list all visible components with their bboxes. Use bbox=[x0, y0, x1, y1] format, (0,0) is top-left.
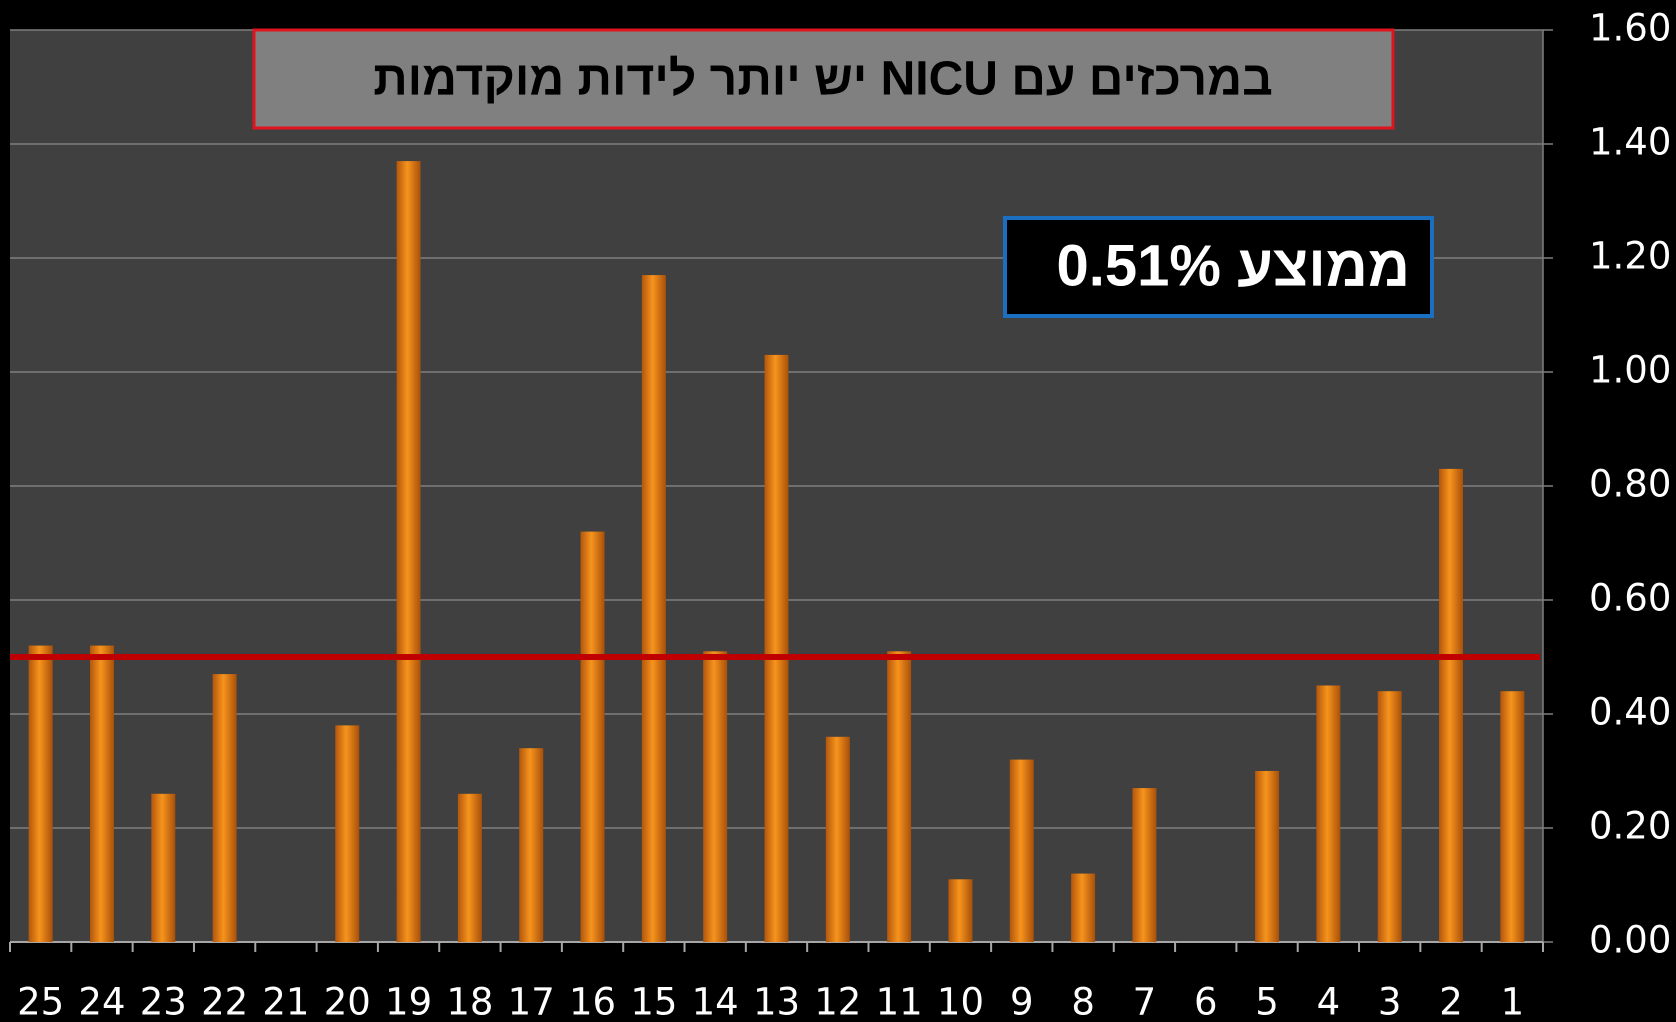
bar bbox=[1439, 468, 1464, 942]
x-tick-label: 21 bbox=[262, 981, 309, 1022]
x-tick-label: 5 bbox=[1255, 981, 1279, 1022]
bar bbox=[151, 793, 176, 942]
bar bbox=[1377, 691, 1402, 942]
bar bbox=[1316, 685, 1341, 942]
average-box bbox=[1003, 216, 1434, 318]
y-tick-label: 1.40 bbox=[1589, 121, 1671, 164]
y-tick-label: 1.20 bbox=[1589, 235, 1671, 278]
x-tick-label: 25 bbox=[17, 981, 64, 1022]
x-tick-label: 10 bbox=[937, 981, 984, 1022]
x-tick-label: 15 bbox=[630, 981, 677, 1022]
x-tick-label: 14 bbox=[692, 981, 739, 1022]
x-tick-label: 23 bbox=[140, 981, 187, 1022]
bar bbox=[1009, 759, 1034, 942]
x-tick-label: 24 bbox=[78, 981, 125, 1022]
x-tick-label: 1 bbox=[1501, 981, 1525, 1022]
x-tick-label: 3 bbox=[1378, 981, 1402, 1022]
average-label: ממוצע 0.51% bbox=[1057, 233, 1410, 298]
x-tick-label: 20 bbox=[324, 981, 371, 1022]
bar bbox=[703, 651, 728, 942]
x-tick-label: 4 bbox=[1317, 981, 1341, 1022]
bar bbox=[335, 725, 360, 942]
y-tick-label: 0.40 bbox=[1589, 691, 1671, 734]
x-tick-label: 17 bbox=[508, 981, 555, 1022]
bar bbox=[396, 161, 421, 943]
x-tick-label: 7 bbox=[1133, 981, 1157, 1022]
bar bbox=[1071, 873, 1096, 942]
x-tick-label: 16 bbox=[569, 981, 616, 1022]
chart-title: במרכזים עם NICU יש יותר לידות מוקדמות bbox=[373, 53, 1273, 106]
x-tick-label: 9 bbox=[1010, 981, 1034, 1022]
y-tick-label: 0.20 bbox=[1589, 805, 1671, 848]
bar bbox=[519, 748, 544, 942]
x-tick-label: 22 bbox=[201, 981, 248, 1022]
x-tick-label: 11 bbox=[876, 981, 923, 1022]
bar bbox=[28, 645, 53, 942]
y-tick-label: 0.60 bbox=[1589, 577, 1671, 620]
x-tick-label: 18 bbox=[446, 981, 493, 1022]
x-tick-label: 6 bbox=[1194, 981, 1218, 1022]
bar bbox=[457, 793, 482, 942]
bar bbox=[641, 275, 666, 943]
y-tick-label: 1.00 bbox=[1589, 349, 1671, 392]
bar bbox=[1132, 788, 1157, 942]
bar bbox=[887, 651, 912, 942]
bar bbox=[825, 736, 850, 942]
bar bbox=[580, 531, 605, 942]
title-box bbox=[252, 28, 1395, 130]
x-tick-label: 12 bbox=[814, 981, 861, 1022]
bar bbox=[212, 674, 237, 942]
bar bbox=[89, 645, 114, 942]
y-tick-label: 1.60 bbox=[1589, 7, 1671, 50]
x-tick-label: 19 bbox=[385, 981, 432, 1022]
x-tick-label: 2 bbox=[1439, 981, 1463, 1022]
bar bbox=[1500, 691, 1525, 942]
x-tick-label: 13 bbox=[753, 981, 800, 1022]
bar bbox=[1255, 771, 1280, 942]
y-tick-label: 0.00 bbox=[1589, 919, 1671, 962]
y-tick-label: 0.80 bbox=[1589, 463, 1671, 506]
bar bbox=[948, 879, 973, 942]
x-tick-label: 8 bbox=[1071, 981, 1095, 1022]
bar bbox=[764, 354, 789, 942]
